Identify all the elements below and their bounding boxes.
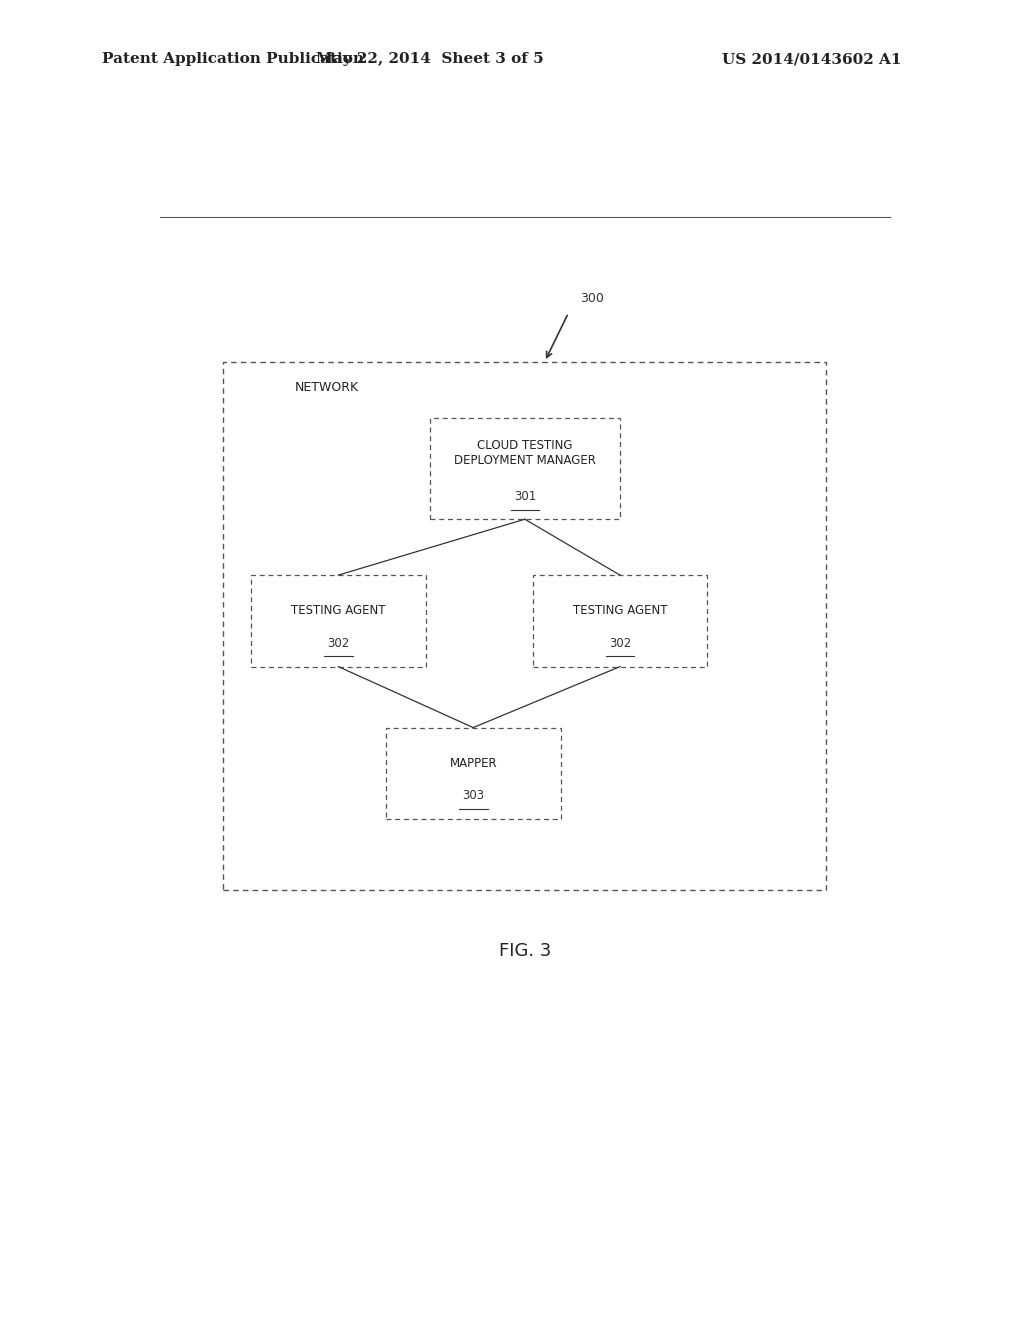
Text: TESTING AGENT: TESTING AGENT <box>291 605 386 618</box>
Text: US 2014/0143602 A1: US 2014/0143602 A1 <box>722 53 901 66</box>
Text: TESTING AGENT: TESTING AGENT <box>572 605 668 618</box>
Text: NETWORK: NETWORK <box>294 380 358 393</box>
Text: 302: 302 <box>609 636 631 649</box>
Text: CLOUD TESTING
DEPLOYMENT MANAGER: CLOUD TESTING DEPLOYMENT MANAGER <box>454 440 596 467</box>
Text: Patent Application Publication: Patent Application Publication <box>102 53 365 66</box>
FancyBboxPatch shape <box>430 417 620 519</box>
FancyBboxPatch shape <box>386 727 560 818</box>
FancyBboxPatch shape <box>223 362 826 890</box>
Text: FIG. 3: FIG. 3 <box>499 942 551 960</box>
Text: May 22, 2014  Sheet 3 of 5: May 22, 2014 Sheet 3 of 5 <box>316 53 544 66</box>
Text: 300: 300 <box>581 292 604 305</box>
Text: 303: 303 <box>462 789 484 803</box>
Text: 301: 301 <box>514 490 536 503</box>
FancyBboxPatch shape <box>532 576 708 667</box>
FancyBboxPatch shape <box>251 576 426 667</box>
Text: MAPPER: MAPPER <box>450 756 497 770</box>
Text: 302: 302 <box>328 636 349 649</box>
